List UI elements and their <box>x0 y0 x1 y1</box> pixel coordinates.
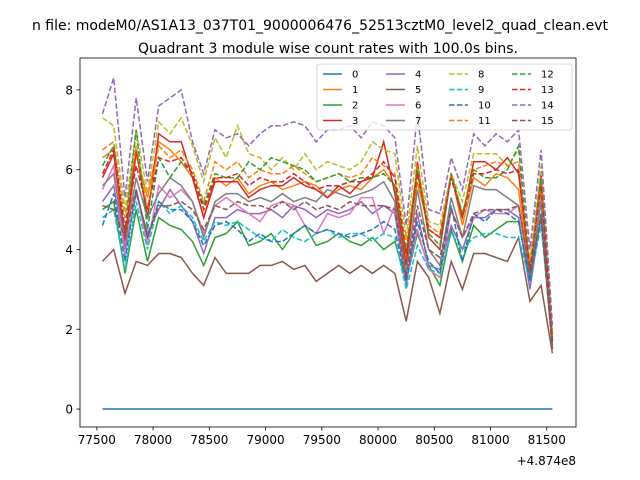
series-line-13 <box>101 147 554 342</box>
x-tick-label: 78500 <box>190 433 228 447</box>
legend-label-1: 1 <box>352 85 358 96</box>
series-line-6 <box>101 163 554 346</box>
x-tick-label: 81000 <box>471 433 509 447</box>
series-line-15 <box>102 189 554 350</box>
x-tick-label: 81500 <box>528 433 566 447</box>
y-tick-label: 0 <box>65 403 73 417</box>
x-tick-label: 78000 <box>134 433 172 447</box>
series-line-8 <box>102 116 554 330</box>
legend-box <box>316 63 573 131</box>
series-line-4 <box>101 183 554 346</box>
legend-label-6: 6 <box>415 101 421 112</box>
y-tick-label: 8 <box>65 83 73 97</box>
x-tick-label: 80500 <box>415 433 453 447</box>
legend-label-14: 14 <box>541 101 554 112</box>
axes-frame <box>79 57 577 428</box>
y-tick-label: 4 <box>65 243 73 257</box>
legend-label-2: 2 <box>352 101 358 112</box>
legend-label-3: 3 <box>352 116 358 127</box>
axes: 77500 78000 78500 79000 79500 80000 80500 81000… <box>65 57 577 447</box>
legend-label-13: 13 <box>541 85 554 96</box>
series-line-7 <box>101 172 554 346</box>
legend-label-0: 0 <box>352 70 358 81</box>
series-line-12 <box>101 129 554 338</box>
figure-suptitle: n file: modeM0/AS1A13_037T01_9000006476_… <box>32 18 609 34</box>
y-tick-label: 6 <box>65 163 73 177</box>
legend-label-8: 8 <box>478 70 484 81</box>
legend-label-9: 9 <box>478 85 484 96</box>
chart-title: Quadrant 3 module wise count rates with … <box>138 41 518 57</box>
x-tick-label: 79500 <box>303 433 341 447</box>
y-tick-label: 2 <box>65 323 73 337</box>
series-line-2 <box>102 200 554 350</box>
series-lines <box>101 77 554 410</box>
legend-label-5: 5 <box>415 85 421 96</box>
legend-label-12: 12 <box>541 70 554 81</box>
series-line-3 <box>101 132 554 342</box>
legend-label-10: 10 <box>478 101 491 112</box>
x-tick-label: 80000 <box>359 433 397 447</box>
series-line-10 <box>101 189 554 342</box>
series-line-5 <box>101 235 554 354</box>
x-tick-label: 77500 <box>78 433 116 447</box>
x-tick-label: 79000 <box>246 433 284 447</box>
legend-label-7: 7 <box>415 116 421 127</box>
x-offset-label: +4.874e8 <box>517 454 576 468</box>
legend-label-4: 4 <box>415 70 421 81</box>
legend-label-15: 15 <box>541 116 554 127</box>
legend-label-11: 11 <box>478 116 491 127</box>
